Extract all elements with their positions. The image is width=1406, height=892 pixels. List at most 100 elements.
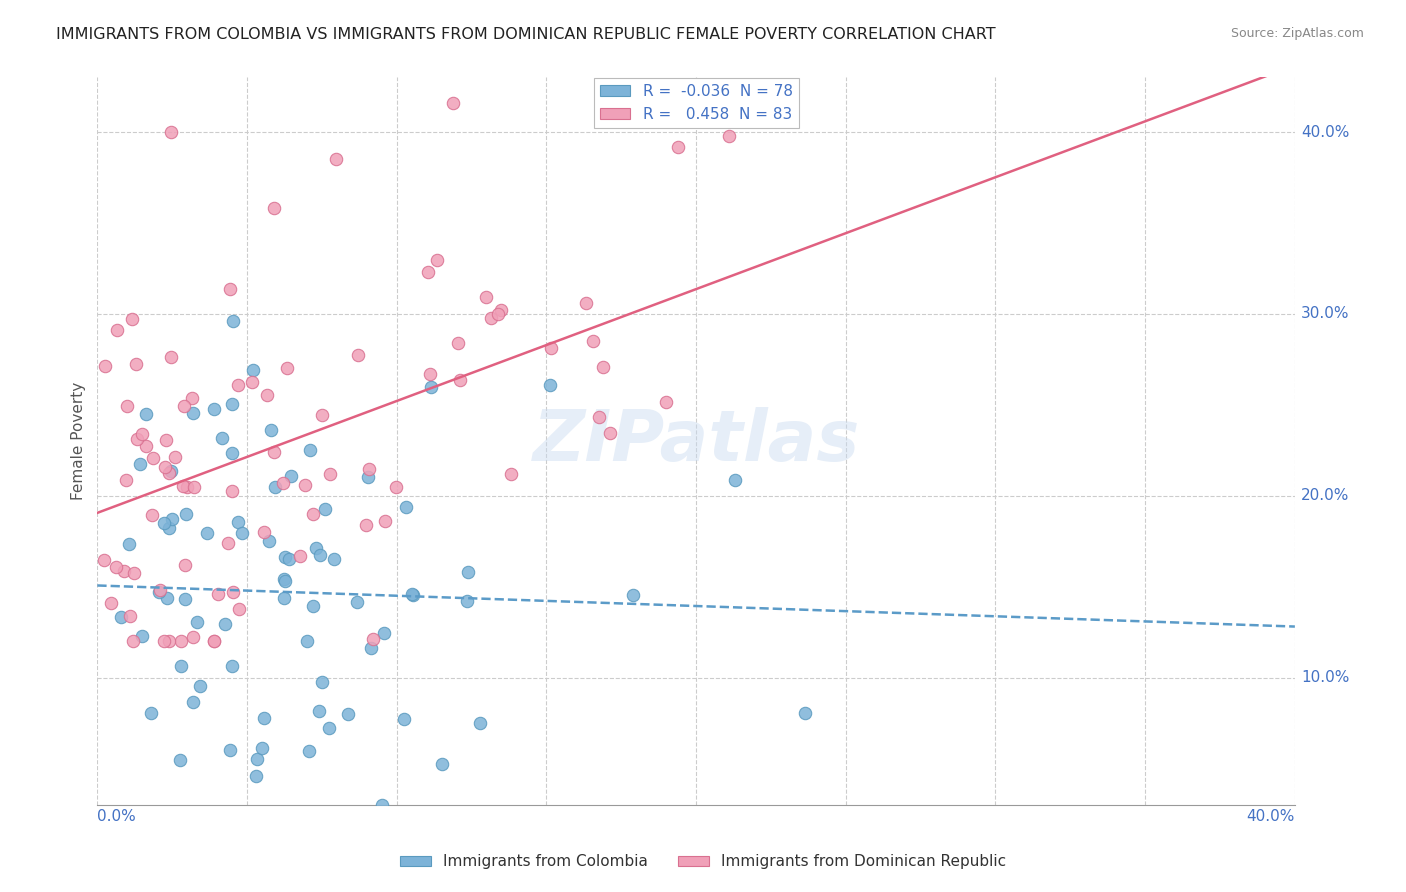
Point	[441, 96, 464, 111]
Point	[347, 347, 370, 361]
Point	[323, 551, 346, 566]
Point	[214, 617, 236, 632]
Point	[419, 368, 441, 382]
Point	[253, 524, 276, 539]
Point	[284, 807, 307, 822]
Point	[202, 634, 225, 648]
Point	[169, 634, 191, 648]
Point	[135, 439, 157, 453]
Point	[794, 706, 817, 720]
Point	[242, 363, 264, 377]
Point	[311, 675, 333, 690]
Point	[228, 601, 250, 615]
Point	[129, 457, 152, 471]
Point	[416, 265, 439, 279]
Point	[446, 335, 468, 350]
Text: Source: ZipAtlas.com: Source: ZipAtlas.com	[1230, 27, 1364, 40]
Point	[141, 508, 163, 523]
Point	[426, 253, 449, 268]
Point	[401, 587, 423, 601]
Point	[356, 518, 378, 533]
Point	[724, 473, 747, 487]
Point	[105, 323, 128, 337]
Point	[373, 626, 395, 640]
Text: 0.0%: 0.0%	[97, 809, 136, 823]
Point	[173, 400, 195, 414]
Point	[114, 473, 136, 487]
Point	[207, 587, 229, 601]
Point	[271, 476, 294, 491]
Point	[456, 594, 478, 608]
Point	[359, 462, 381, 476]
Point	[122, 634, 145, 648]
Point	[246, 752, 269, 766]
Point	[499, 467, 522, 482]
Point	[263, 444, 285, 458]
Point	[666, 140, 689, 154]
Point	[468, 715, 491, 730]
Point	[654, 395, 676, 409]
Point	[124, 357, 146, 371]
Point	[280, 469, 302, 483]
Point	[105, 560, 128, 574]
Point	[259, 534, 281, 549]
Point	[156, 591, 179, 606]
Point	[219, 743, 242, 757]
Point	[125, 433, 148, 447]
Point	[183, 480, 205, 494]
Point	[361, 632, 384, 646]
Point	[245, 769, 267, 783]
Point	[162, 512, 184, 526]
Text: ZIPatlas: ZIPatlas	[533, 407, 860, 475]
Point	[186, 615, 208, 630]
Legend: R =  -0.036  N = 78, R =   0.458  N = 83: R = -0.036 N = 78, R = 0.458 N = 83	[593, 78, 799, 128]
Point	[717, 128, 740, 143]
Point	[169, 753, 191, 767]
Point	[163, 866, 186, 880]
Point	[479, 311, 502, 326]
Point	[294, 478, 316, 492]
Point	[160, 125, 183, 139]
Point	[219, 282, 242, 296]
Point	[384, 480, 406, 494]
Point	[131, 629, 153, 643]
Point	[221, 445, 243, 459]
Point	[153, 634, 176, 648]
Point	[274, 550, 297, 565]
Point	[131, 426, 153, 441]
Point	[174, 558, 197, 573]
Point	[486, 308, 509, 322]
Point	[240, 375, 263, 389]
Point	[419, 380, 441, 394]
Point	[195, 526, 218, 541]
Point	[325, 153, 347, 167]
Text: 10.0%: 10.0%	[1301, 670, 1350, 685]
Text: 20.0%: 20.0%	[1301, 488, 1350, 503]
Point	[157, 521, 180, 535]
Point	[149, 583, 172, 598]
Point	[582, 334, 605, 349]
Point	[311, 408, 333, 422]
Point	[181, 391, 204, 405]
Text: 30.0%: 30.0%	[1301, 307, 1350, 321]
Point	[94, 359, 117, 373]
Point	[575, 295, 598, 310]
Point	[118, 608, 141, 623]
Point	[457, 565, 479, 579]
Point	[394, 712, 416, 726]
Point	[250, 740, 273, 755]
Point	[290, 549, 312, 564]
Point	[222, 585, 245, 599]
Point	[122, 566, 145, 580]
Text: 40.0%: 40.0%	[1301, 125, 1350, 139]
Point	[135, 407, 157, 421]
Point	[176, 480, 198, 494]
Point	[360, 641, 382, 656]
Point	[172, 479, 194, 493]
Point	[157, 467, 180, 481]
Point	[221, 658, 243, 673]
Point	[430, 757, 453, 772]
Y-axis label: Female Poverty: Female Poverty	[72, 382, 86, 500]
Point	[110, 610, 132, 624]
Point	[211, 432, 233, 446]
